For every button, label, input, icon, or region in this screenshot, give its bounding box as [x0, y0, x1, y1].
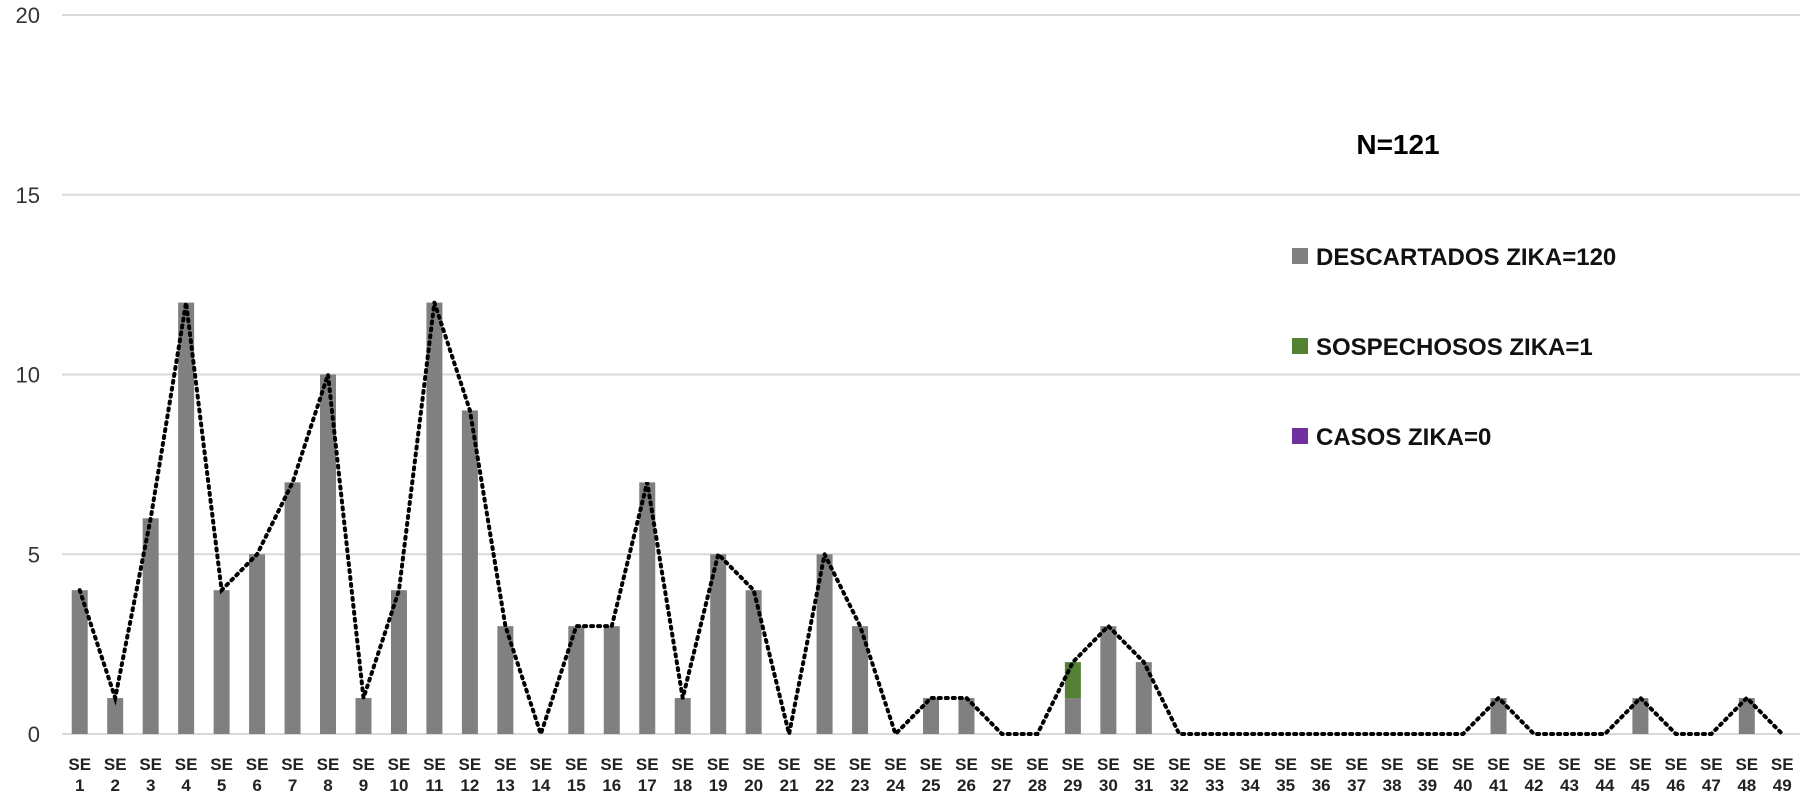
bar-descartados: [1632, 698, 1649, 734]
bars: [71, 302, 1755, 734]
total-line-layer: [77, 301, 1785, 741]
bar-descartados: [745, 590, 762, 734]
x-tick-label: SE 47: [1700, 755, 1723, 795]
legend-label: SOSPECHOSOS ZIKA=1: [1316, 334, 1593, 361]
x-tick-label: SE 30: [1097, 755, 1120, 795]
x-tick-label: SE 23: [849, 755, 872, 795]
y-tick-label: 5: [28, 542, 40, 567]
x-tick-label: SE 29: [1062, 755, 1085, 795]
bar-descartados: [568, 626, 585, 734]
x-tick-label: SE 37: [1345, 755, 1368, 795]
y-tick-label: 15: [16, 183, 40, 208]
x-axis-ticks: SE 1 SE 2 SE 3 SE 4 SE 5 SE 6 SE 7 SE 8 SE 9 SE 10 SE 11 SE 12 S…: [68, 755, 1793, 795]
bar-descartados: [390, 590, 407, 734]
bar-descartados: [1064, 698, 1081, 734]
x-tick-label: SE 24: [884, 755, 907, 795]
legend-swatch: [1292, 428, 1308, 444]
x-tick-label: SE 33: [1203, 755, 1226, 795]
legend: DESCARTADOS ZIKA=120 SOSPECHOSOS ZIKA=1 CA…: [1292, 244, 1616, 451]
y-axis-ticks: 0 5 10 15 20: [16, 3, 40, 747]
y-tick-label: 20: [16, 3, 40, 28]
x-tick-label: SE 10: [388, 755, 411, 795]
y-tick-label: 10: [16, 363, 40, 388]
bar-descartados: [355, 698, 372, 734]
x-tick-label: SE 43: [1558, 755, 1581, 795]
x-tick-label: SE 11: [423, 755, 446, 795]
x-tick-label: SE 46: [1665, 755, 1688, 795]
legend-swatch: [1292, 248, 1308, 264]
x-tick-label: SE 45: [1629, 755, 1652, 795]
x-tick-label: SE 42: [1523, 755, 1546, 795]
x-tick-label: SE 13: [494, 755, 517, 795]
x-tick-label: SE 44: [1594, 755, 1617, 795]
bar-descartados: [923, 698, 939, 734]
x-tick-label: SE 20: [742, 755, 765, 795]
x-tick-label: SE 35: [1274, 755, 1297, 795]
bar-sospechosos: [1064, 662, 1081, 699]
bar-descartados: [284, 482, 301, 734]
y-tick-label: 0: [28, 722, 40, 747]
bar-descartados: [674, 698, 691, 734]
x-tick-label: SE 39: [1416, 755, 1439, 795]
x-tick-label: SE 21: [778, 755, 801, 795]
x-tick-label: SE 25: [920, 755, 943, 795]
x-tick-label: SE 7: [281, 755, 304, 795]
x-tick-label: SE 2: [104, 755, 127, 795]
x-tick-label: SE 9: [352, 755, 375, 795]
x-tick-label: SE 36: [1310, 755, 1333, 795]
bar-descartados: [71, 590, 88, 734]
bar-descartados: [1135, 662, 1152, 734]
bar-descartados: [1738, 698, 1755, 734]
bar-descartados: [639, 482, 656, 734]
bar-descartados: [816, 554, 833, 734]
x-tick-label: SE 22: [813, 755, 836, 795]
x-tick-label: SE 34: [1239, 755, 1262, 795]
bar-descartados: [1100, 626, 1117, 734]
legend-swatch: [1292, 338, 1308, 354]
x-tick-label: SE 31: [1132, 755, 1155, 795]
x-tick-label: SE 5: [210, 755, 233, 795]
x-tick-label: SE 3: [139, 755, 162, 795]
x-tick-label: SE 48: [1735, 755, 1758, 795]
x-tick-label: SE 16: [600, 755, 623, 795]
x-tick-label: SE 49: [1771, 755, 1794, 795]
x-tick-label: SE 26: [955, 755, 978, 795]
bar-descartados: [852, 626, 869, 734]
bar-descartados: [107, 698, 124, 734]
x-tick-label: SE 15: [565, 755, 588, 795]
x-tick-label: SE 32: [1168, 755, 1191, 795]
x-tick-label: SE 38: [1381, 755, 1404, 795]
bar-descartados: [178, 302, 195, 734]
bar-descartados: [603, 626, 620, 734]
x-tick-label: SE 28: [1026, 755, 1049, 795]
x-tick-label: SE 1: [68, 755, 91, 795]
x-tick-label: SE 40: [1452, 755, 1475, 795]
gridlines: [62, 14, 1800, 735]
x-tick-label: SE 27: [991, 755, 1014, 795]
bar-descartados: [710, 554, 727, 734]
bar-descartados: [320, 374, 337, 734]
x-tick-label: SE 4: [175, 755, 198, 795]
bar-descartados: [142, 518, 159, 734]
bar-descartados: [497, 626, 514, 734]
x-tick-label: SE 18: [671, 755, 694, 795]
bar-descartados: [213, 590, 230, 734]
bar-descartados: [461, 410, 478, 734]
bar-descartados: [249, 554, 266, 734]
legend-label: CASOS ZIKA=0: [1316, 424, 1491, 451]
x-tick-label: SE 14: [529, 755, 552, 795]
x-tick-label: SE 19: [707, 755, 730, 795]
total-annotation: N=121: [1356, 129, 1439, 160]
x-tick-label: SE 41: [1487, 755, 1510, 795]
bar-descartados: [958, 698, 975, 734]
bar-descartados: [426, 302, 443, 734]
x-tick-label: SE 12: [459, 755, 482, 795]
x-tick-label: SE 8: [317, 755, 340, 795]
x-tick-label: SE 17: [636, 755, 659, 795]
bar-descartados: [1490, 698, 1507, 734]
legend-label: DESCARTADOS ZIKA=120: [1316, 244, 1616, 271]
x-tick-label: SE 6: [246, 755, 269, 795]
total-dotted-line: [77, 301, 1785, 741]
